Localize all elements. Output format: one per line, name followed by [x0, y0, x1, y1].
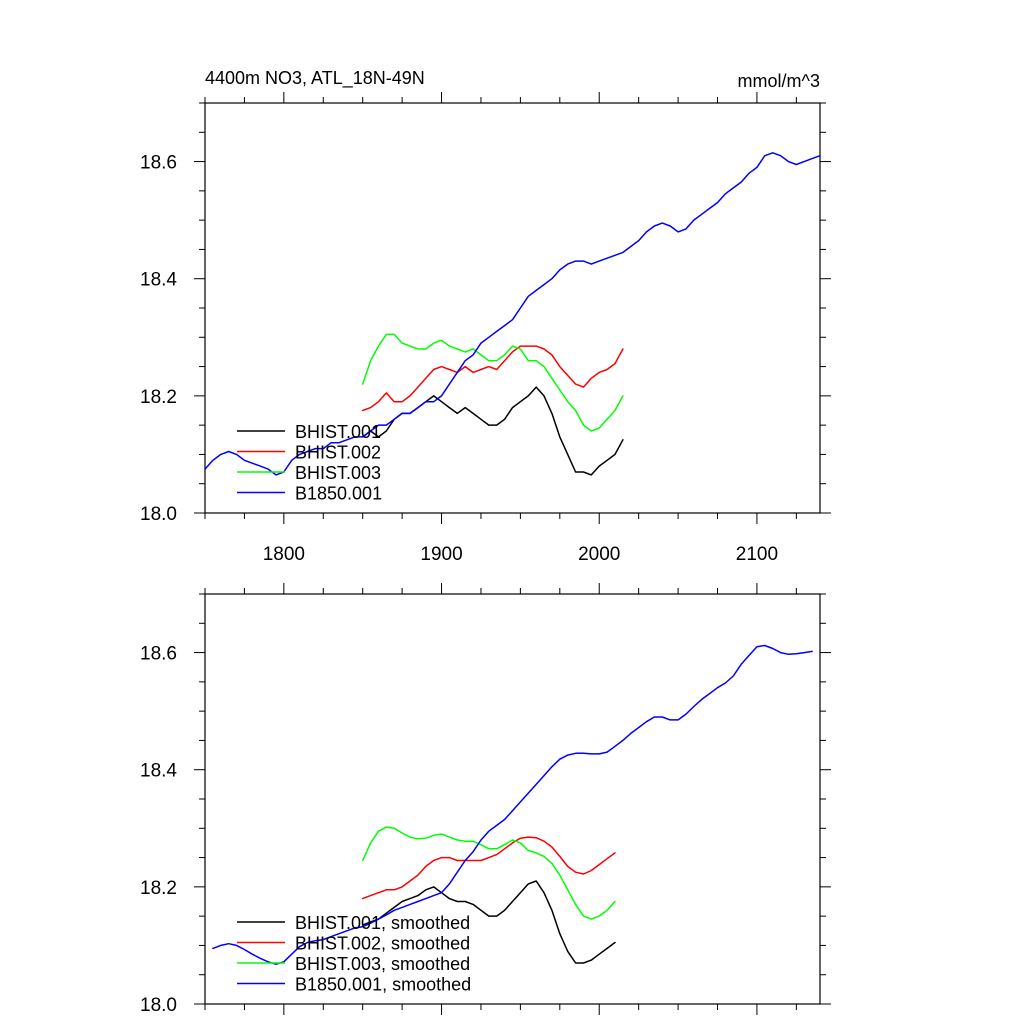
top-panel: 4400m NO3, ATL_18N-49N mmol/m^3 18.0 18.2… — [140, 68, 831, 565]
y-tick-label: 18.2 — [140, 387, 177, 408]
series-lines — [212, 644, 813, 965]
y-tick-label: 18.6 — [140, 153, 177, 174]
x-tick-label: 2000 — [578, 544, 620, 565]
x-tick-label: 1900 — [420, 544, 462, 565]
legend-label: BHIST.003, smoothed — [295, 954, 470, 974]
x-tick-label: 1800 — [263, 544, 305, 565]
y-tick-label: 18.6 — [140, 644, 177, 665]
y-tick-label: 18.2 — [140, 878, 177, 899]
chart-title: 4400m NO3, ATL_18N-49N — [205, 68, 425, 89]
series-line — [361, 345, 624, 412]
legend-label: BHIST.003 — [295, 463, 381, 483]
series-line — [204, 152, 821, 476]
series-line — [361, 386, 624, 476]
series-line — [361, 333, 624, 432]
legend-label: BHIST.001, smoothed — [295, 913, 470, 933]
bottom-panel: 18.018.218.418.6 BHIST.001, smoothedBHIS… — [140, 583, 831, 1016]
axis-ticks: 18.0 18.2 18.4 18.6 — [140, 583, 831, 1016]
legend-label: BHIST.002 — [295, 443, 381, 463]
y-tick-label: 18.4 — [140, 761, 177, 782]
series-line — [212, 644, 813, 965]
axis-ticks: 18.0 18.2 18.4 18.6 1800 1900 2000 2100 — [140, 92, 831, 565]
legend-label: B1850.001 — [295, 484, 382, 504]
x-tick-label: 2100 — [736, 544, 778, 565]
y-tick-label: 18.0 — [140, 995, 177, 1016]
series-line — [361, 836, 616, 900]
legend-label: BHIST.001 — [295, 422, 381, 442]
legend-label: BHIST.002, smoothed — [295, 934, 470, 954]
series-line — [361, 826, 616, 920]
units-label: mmol/m^3 — [738, 71, 820, 91]
series-line — [361, 880, 616, 964]
series-lines — [204, 152, 821, 476]
legend-label: B1850.001, smoothed — [295, 975, 471, 995]
y-tick-label: 18.0 — [140, 504, 177, 525]
y-tick-label: 18.4 — [140, 270, 177, 291]
